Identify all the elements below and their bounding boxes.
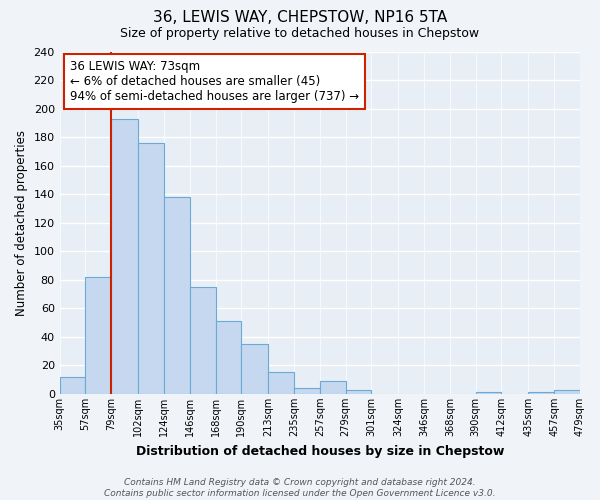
Bar xyxy=(346,390,371,394)
Bar xyxy=(294,388,320,394)
Bar xyxy=(268,372,294,394)
Bar xyxy=(241,344,268,394)
Bar xyxy=(320,381,346,394)
Bar xyxy=(138,143,164,394)
Bar xyxy=(164,197,190,394)
Bar xyxy=(215,321,241,394)
Text: 36 LEWIS WAY: 73sqm
← 6% of detached houses are smaller (45)
94% of semi-detache: 36 LEWIS WAY: 73sqm ← 6% of detached hou… xyxy=(70,60,359,103)
Text: Contains HM Land Registry data © Crown copyright and database right 2024.
Contai: Contains HM Land Registry data © Crown c… xyxy=(104,478,496,498)
Bar xyxy=(59,377,85,394)
Bar xyxy=(554,390,580,394)
Bar xyxy=(190,287,215,394)
Bar xyxy=(529,392,554,394)
Text: 36, LEWIS WAY, CHEPSTOW, NP16 5TA: 36, LEWIS WAY, CHEPSTOW, NP16 5TA xyxy=(153,10,447,25)
X-axis label: Distribution of detached houses by size in Chepstow: Distribution of detached houses by size … xyxy=(136,444,504,458)
Text: Size of property relative to detached houses in Chepstow: Size of property relative to detached ho… xyxy=(121,28,479,40)
Bar xyxy=(476,392,502,394)
Y-axis label: Number of detached properties: Number of detached properties xyxy=(15,130,28,316)
Bar xyxy=(85,277,111,394)
Bar xyxy=(111,118,138,394)
